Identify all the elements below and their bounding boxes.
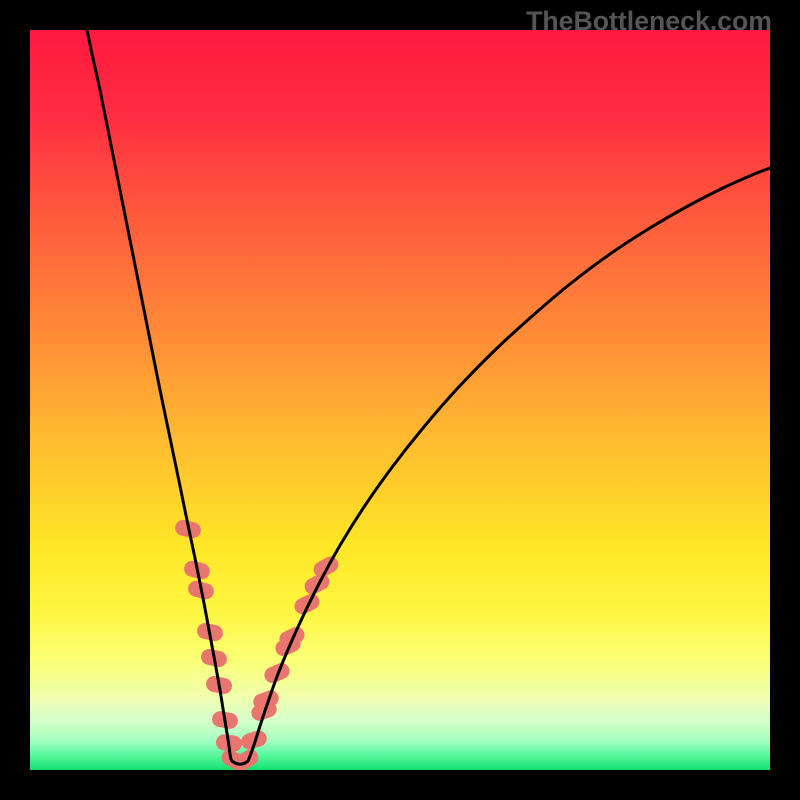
chart-root: TheBottleneck.com (0, 0, 800, 800)
chart-svg (30, 30, 770, 770)
gradient-background (30, 30, 770, 770)
watermark-text: TheBottleneck.com (526, 6, 772, 37)
plot-area (30, 30, 770, 770)
